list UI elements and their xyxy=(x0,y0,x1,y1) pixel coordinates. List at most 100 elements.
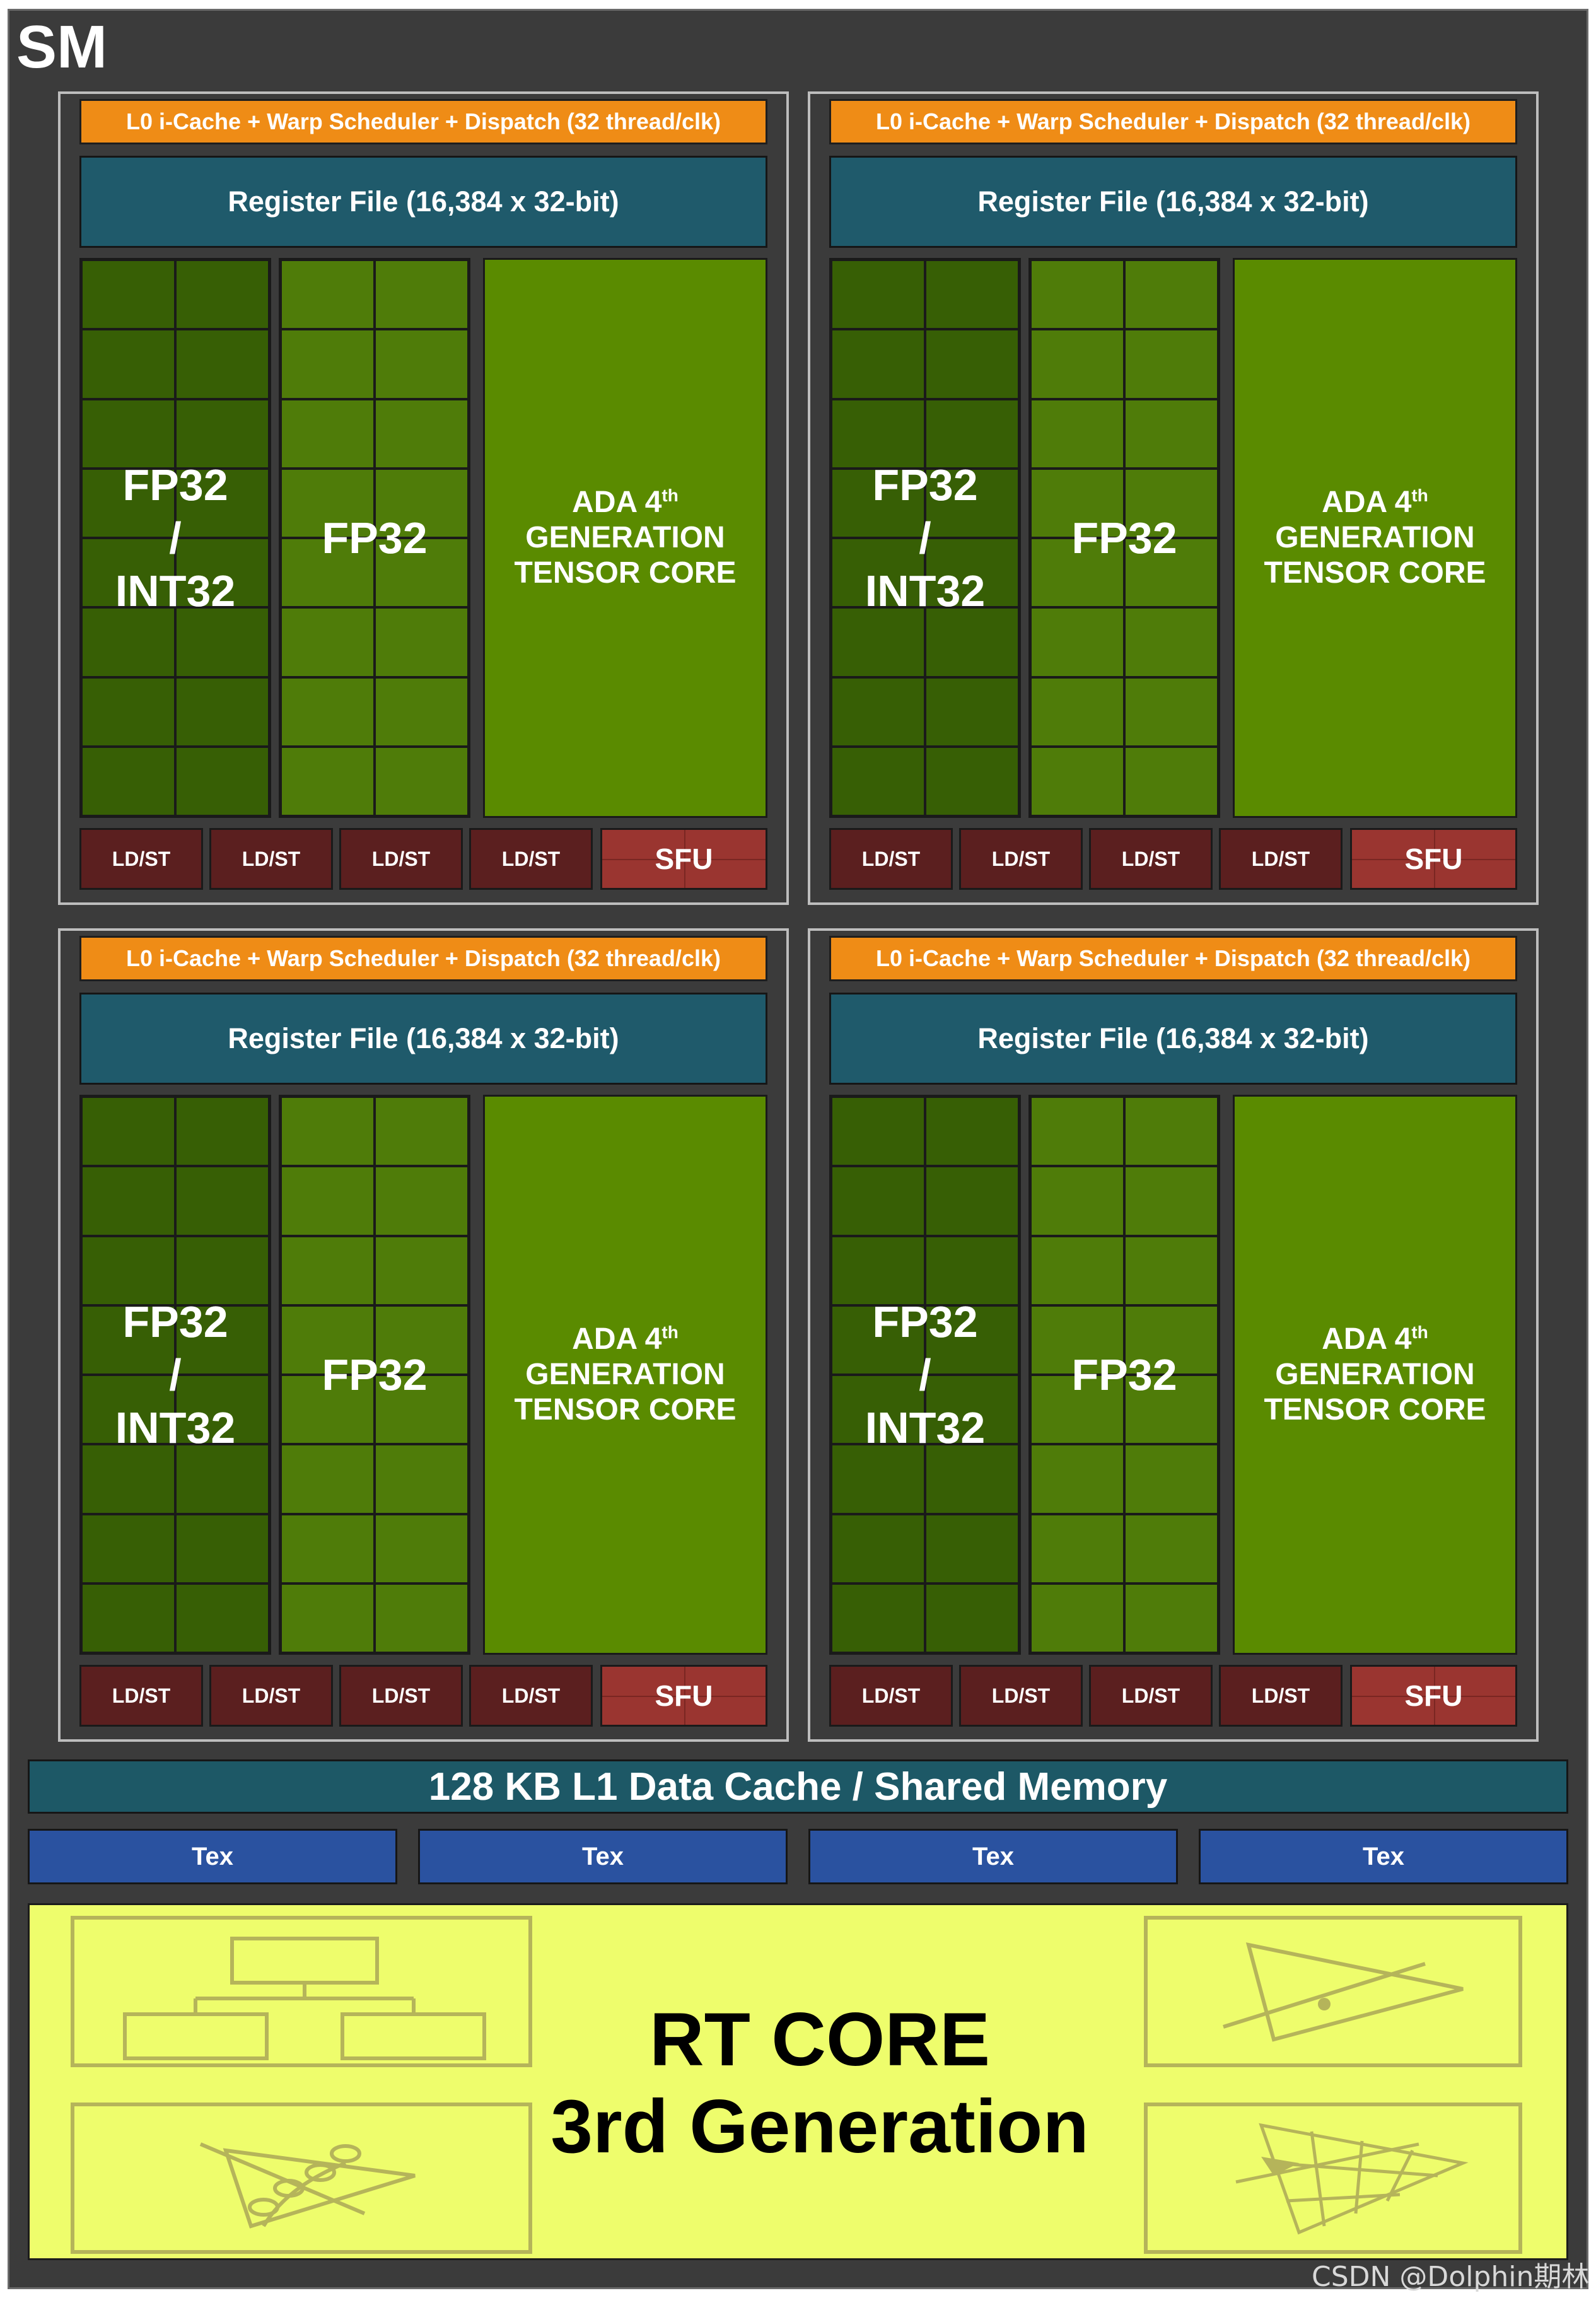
core-cell xyxy=(81,329,175,399)
warp-scheduler: L0 i-Cache + Warp Scheduler + Dispatch (… xyxy=(79,936,767,981)
processing-block xyxy=(808,91,1539,905)
core-cell xyxy=(175,329,269,399)
core-cell xyxy=(281,1235,375,1305)
core-cell xyxy=(1030,1583,1124,1653)
tex-unit: Tex xyxy=(808,1829,1178,1884)
core-cell xyxy=(281,1166,375,1236)
sfu-unit: SFU xyxy=(1350,1665,1517,1727)
core-cell xyxy=(375,1444,469,1514)
ldst-unit: LD/ST xyxy=(79,1665,203,1727)
core-cell xyxy=(175,1166,269,1236)
core-cell xyxy=(831,538,925,608)
tensor-core-ordinal: th xyxy=(661,1322,679,1342)
tensor-core-line3: TENSOR CORE xyxy=(1264,1393,1486,1426)
core-cell xyxy=(925,538,1019,608)
ray-triangle-icon xyxy=(1144,1916,1522,2067)
core-cell xyxy=(1124,1235,1218,1305)
opacity-micromap-icon xyxy=(71,2103,532,2254)
core-cell xyxy=(375,260,469,330)
core-cell xyxy=(81,1514,175,1584)
core-cell xyxy=(831,1375,925,1445)
core-cell xyxy=(281,1583,375,1653)
core-cell xyxy=(1030,329,1124,399)
core-cell xyxy=(281,260,375,330)
ldst-unit: LD/ST xyxy=(209,828,333,890)
core-cell xyxy=(831,1305,925,1375)
tensor-core-line1: ADA 4th xyxy=(1322,485,1428,520)
core-cell xyxy=(281,1097,375,1167)
processing-block xyxy=(58,928,789,1742)
core-cell xyxy=(81,538,175,608)
core-cell xyxy=(831,607,925,677)
core-cell xyxy=(1030,1097,1124,1167)
core-cell xyxy=(1124,607,1218,677)
fp32-cores xyxy=(279,258,470,818)
core-cell xyxy=(1030,538,1124,608)
core-cell xyxy=(831,746,925,816)
tensor-core-line1: ADA 4th xyxy=(572,485,679,520)
core-cell xyxy=(175,1235,269,1305)
core-cell xyxy=(175,1305,269,1375)
sfu-unit: SFU xyxy=(1350,828,1517,890)
core-cell xyxy=(1124,1305,1218,1375)
core-cell xyxy=(281,677,375,747)
core-cell xyxy=(1030,260,1124,330)
ldst-unit: LD/ST xyxy=(469,828,593,890)
tensor-core-line2: GENERATION xyxy=(1275,521,1475,554)
core-cell xyxy=(925,1444,1019,1514)
fp32-cores xyxy=(1028,258,1220,818)
fp32-cores xyxy=(279,1095,470,1655)
bvh-tree-icon xyxy=(71,1916,532,2067)
core-cell xyxy=(281,1375,375,1445)
core-cell xyxy=(375,468,469,538)
tensor-core-line2: GENERATION xyxy=(1275,1358,1475,1391)
core-cell xyxy=(281,1444,375,1514)
core-cell xyxy=(175,1583,269,1653)
register-file: Register File (16,384 x 32-bit) xyxy=(829,156,1517,248)
ldst-unit: LD/ST xyxy=(959,828,1083,890)
core-cell xyxy=(175,746,269,816)
core-cell xyxy=(925,329,1019,399)
core-cell xyxy=(925,1375,1019,1445)
core-cell xyxy=(375,399,469,469)
core-cell xyxy=(831,677,925,747)
core-cell xyxy=(375,607,469,677)
ldst-unit: LD/ST xyxy=(829,1665,953,1727)
core-cell xyxy=(175,538,269,608)
core-cell xyxy=(831,1444,925,1514)
sfu-label: SFU xyxy=(1404,1679,1463,1712)
core-cell xyxy=(375,677,469,747)
core-cell xyxy=(1030,468,1124,538)
core-cell xyxy=(831,1514,925,1584)
ldst-unit: LD/ST xyxy=(469,1665,593,1727)
warp-scheduler: L0 i-Cache + Warp Scheduler + Dispatch (… xyxy=(829,936,1517,981)
core-cell xyxy=(1030,1514,1124,1584)
tensor-core: ADA 4th GENERATION TENSOR CORE xyxy=(1233,258,1517,818)
ldst-unit: LD/ST xyxy=(209,1665,333,1727)
sfu-unit: SFU xyxy=(600,828,767,890)
register-file: Register File (16,384 x 32-bit) xyxy=(79,156,767,248)
core-cell xyxy=(1124,538,1218,608)
tensor-core-line1: ADA 4th xyxy=(1322,1322,1428,1357)
core-cell xyxy=(831,260,925,330)
core-cell xyxy=(1124,1444,1218,1514)
tex-unit: Tex xyxy=(418,1829,788,1884)
core-cell xyxy=(281,1305,375,1375)
core-cell xyxy=(81,1375,175,1445)
tensor-core-line1: ADA 4th xyxy=(572,1322,679,1357)
core-cell xyxy=(375,1097,469,1167)
ldst-unit: LD/ST xyxy=(339,828,463,890)
core-cell xyxy=(1124,260,1218,330)
core-cell xyxy=(1030,1444,1124,1514)
ldst-unit: LD/ST xyxy=(1089,1665,1213,1727)
core-cell xyxy=(1124,1514,1218,1584)
core-cell xyxy=(925,1583,1019,1653)
core-cell xyxy=(925,607,1019,677)
tensor-core-gen: ADA 4 xyxy=(1322,1322,1412,1356)
core-cell xyxy=(81,468,175,538)
ldst-unit: LD/ST xyxy=(1089,828,1213,890)
tensor-core-line3: TENSOR CORE xyxy=(514,1393,737,1426)
core-cell xyxy=(175,1375,269,1445)
core-cell xyxy=(281,538,375,608)
core-cell xyxy=(831,468,925,538)
